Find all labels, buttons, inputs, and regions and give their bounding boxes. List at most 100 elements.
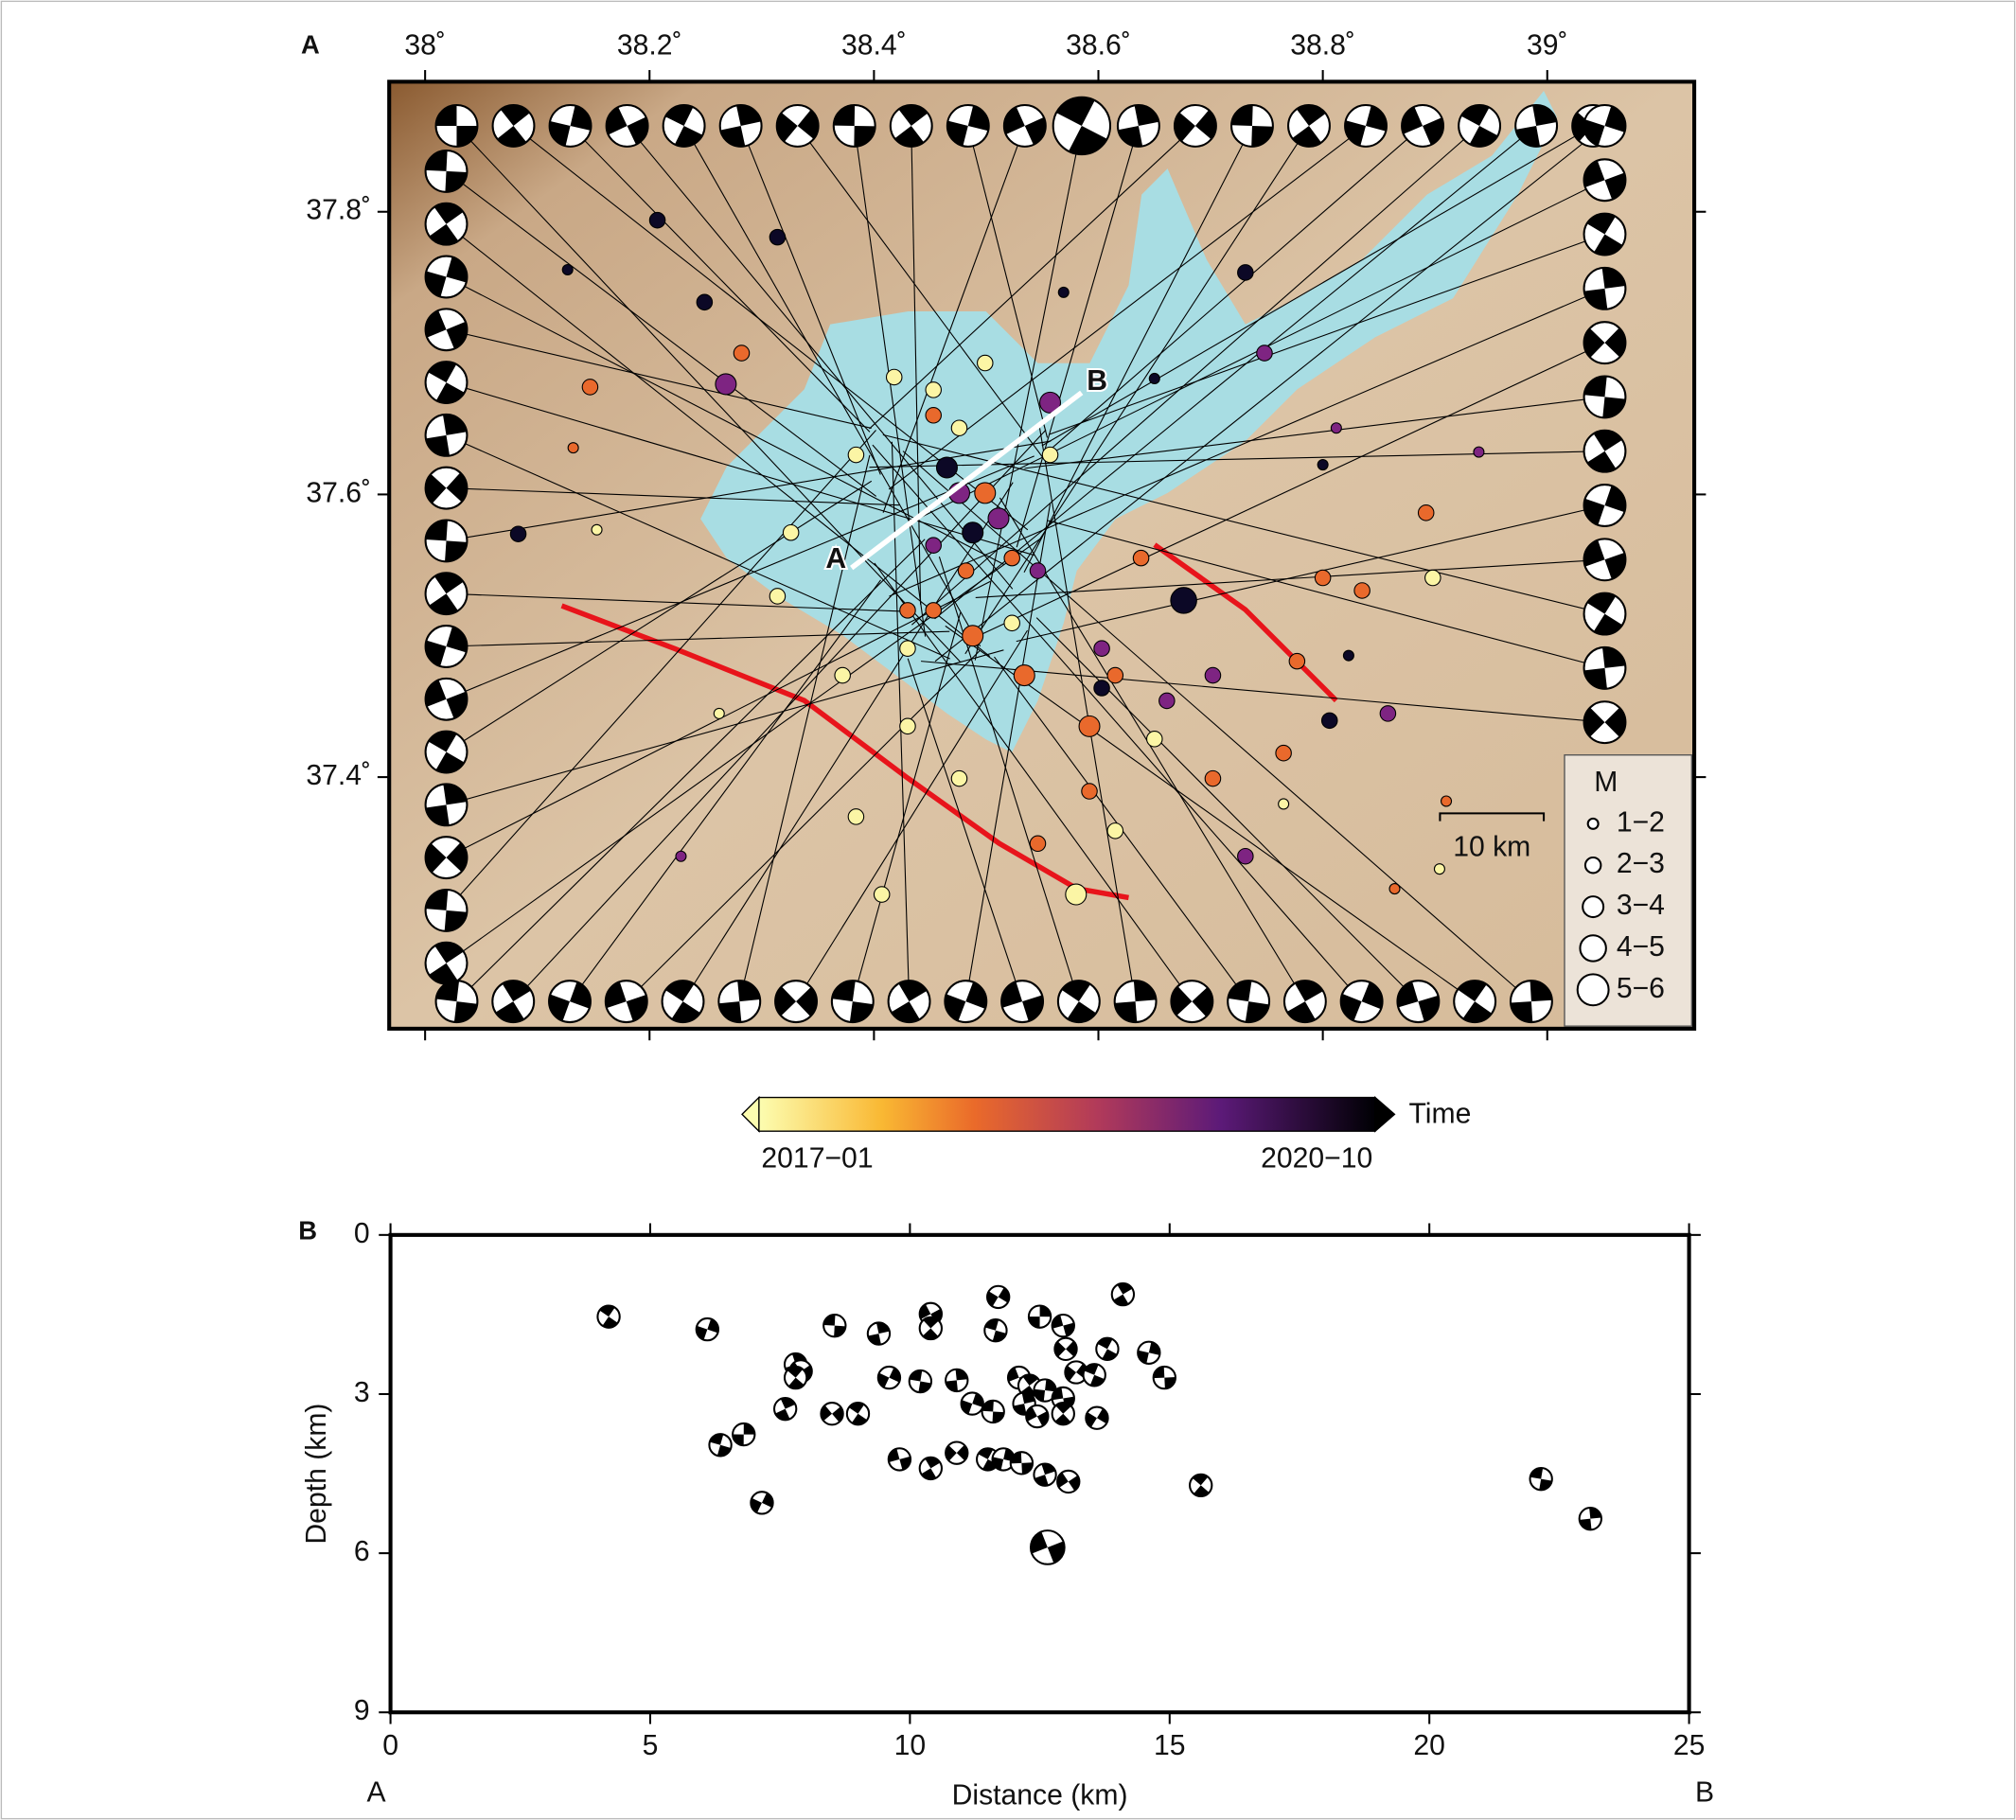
focal-quadrant [671, 1001, 700, 1023]
focal-quadrant [446, 627, 468, 653]
focal-quadrant [888, 1448, 900, 1462]
hypocenter [1137, 1340, 1161, 1365]
hypocenter [1578, 1506, 1602, 1531]
focal-quadrant [429, 963, 458, 984]
connector [446, 649, 1004, 805]
focal-mechanism [424, 836, 469, 880]
focal-quadrant [1035, 1475, 1049, 1486]
focal-mechanism [424, 308, 469, 352]
focal-quadrant [1402, 106, 1424, 134]
focal-quadrant [602, 1316, 618, 1328]
focal-quadrant [502, 981, 531, 1002]
event [1320, 712, 1338, 730]
focal-quadrant [1532, 105, 1557, 126]
connector [934, 125, 1537, 620]
focal-quadrant [425, 150, 448, 171]
event [1148, 372, 1160, 384]
focal-quadrant [1138, 1350, 1149, 1364]
event [1314, 569, 1332, 587]
y-tick-label: 6 [354, 1536, 370, 1567]
hypocenter [866, 1321, 892, 1346]
focal-mechanism [830, 980, 875, 1024]
focal-quadrant [1583, 667, 1607, 689]
event [899, 602, 916, 619]
event [561, 263, 574, 275]
focal-quadrant [1245, 1001, 1269, 1023]
focal-quadrant [1192, 987, 1213, 1017]
focal-quadrant [1593, 613, 1623, 635]
hypocenter [708, 1433, 733, 1458]
connector [999, 497, 1306, 1002]
focal-quadrant [446, 842, 468, 873]
event [1081, 783, 1098, 800]
x-tick-label: 10 [894, 1730, 927, 1761]
focal-quadrant [1583, 160, 1605, 187]
focal-mechanism [1583, 266, 1627, 310]
focal-quadrant [961, 1400, 973, 1415]
focal-quadrant [1013, 1404, 1027, 1415]
focal-quadrant [429, 223, 459, 245]
focal-quadrant [696, 1325, 708, 1340]
focal-quadrant [797, 110, 819, 139]
focal-quadrant [425, 680, 447, 707]
event [1065, 883, 1088, 906]
focal-quadrant [425, 889, 449, 910]
focal-quadrant [428, 362, 457, 383]
connector [945, 625, 1476, 1002]
hypocenter [876, 1365, 902, 1390]
focal-quadrant [446, 321, 468, 349]
map-area [389, 81, 1695, 1029]
focal-quadrant [776, 113, 798, 142]
connector [446, 480, 873, 753]
focal-quadrant [570, 105, 592, 131]
focal-quadrant [1133, 981, 1157, 1002]
connector [1047, 520, 1605, 669]
event [1093, 680, 1110, 697]
colorbar [758, 1096, 1376, 1132]
focal-quadrant [1604, 172, 1626, 200]
focal-mechanism [889, 103, 933, 148]
event [648, 211, 666, 229]
x-tick-label: 15 [1154, 1730, 1186, 1761]
focal-quadrant [1001, 981, 1023, 1008]
hypocenter [822, 1314, 847, 1338]
event [1342, 649, 1354, 662]
connector [740, 125, 881, 475]
x-tick-label: 39˚ [1527, 29, 1568, 61]
event [925, 381, 942, 398]
focal-quadrant [877, 1372, 890, 1388]
focal-quadrant [627, 116, 648, 145]
focal-mechanism [1583, 592, 1627, 636]
y-tick-label: 0 [354, 1218, 370, 1249]
focal-mechanism [424, 255, 469, 299]
focal-quadrant [425, 310, 447, 338]
focal-quadrant [1054, 1341, 1067, 1357]
focal-quadrant [425, 520, 448, 541]
focal-mechanism [424, 888, 469, 932]
hypocenter [1529, 1466, 1553, 1492]
connector [888, 125, 1367, 490]
connector [1041, 125, 1594, 447]
focal-quadrant [1153, 1366, 1165, 1379]
connector [456, 539, 926, 1002]
focal-quadrant [743, 1422, 755, 1435]
focal-quadrant [606, 107, 628, 135]
event [1041, 446, 1059, 464]
focal-quadrant [425, 804, 450, 826]
focal-quadrant [1024, 116, 1046, 145]
connector [446, 223, 991, 657]
y-tick-label: 9 [354, 1695, 370, 1726]
focal-quadrant [992, 1457, 1004, 1471]
focal-quadrant [875, 1322, 890, 1334]
event [957, 562, 975, 579]
focal-quadrant [751, 1497, 762, 1513]
focal-quadrant [1340, 993, 1362, 1021]
focal-quadrant [1594, 234, 1623, 256]
focal-mechanism [424, 466, 469, 510]
focal-quadrant [549, 994, 570, 1021]
focal-mechanism [1583, 429, 1627, 473]
connector [882, 125, 1026, 513]
event [1388, 883, 1401, 895]
focal-quadrant [1604, 106, 1626, 133]
